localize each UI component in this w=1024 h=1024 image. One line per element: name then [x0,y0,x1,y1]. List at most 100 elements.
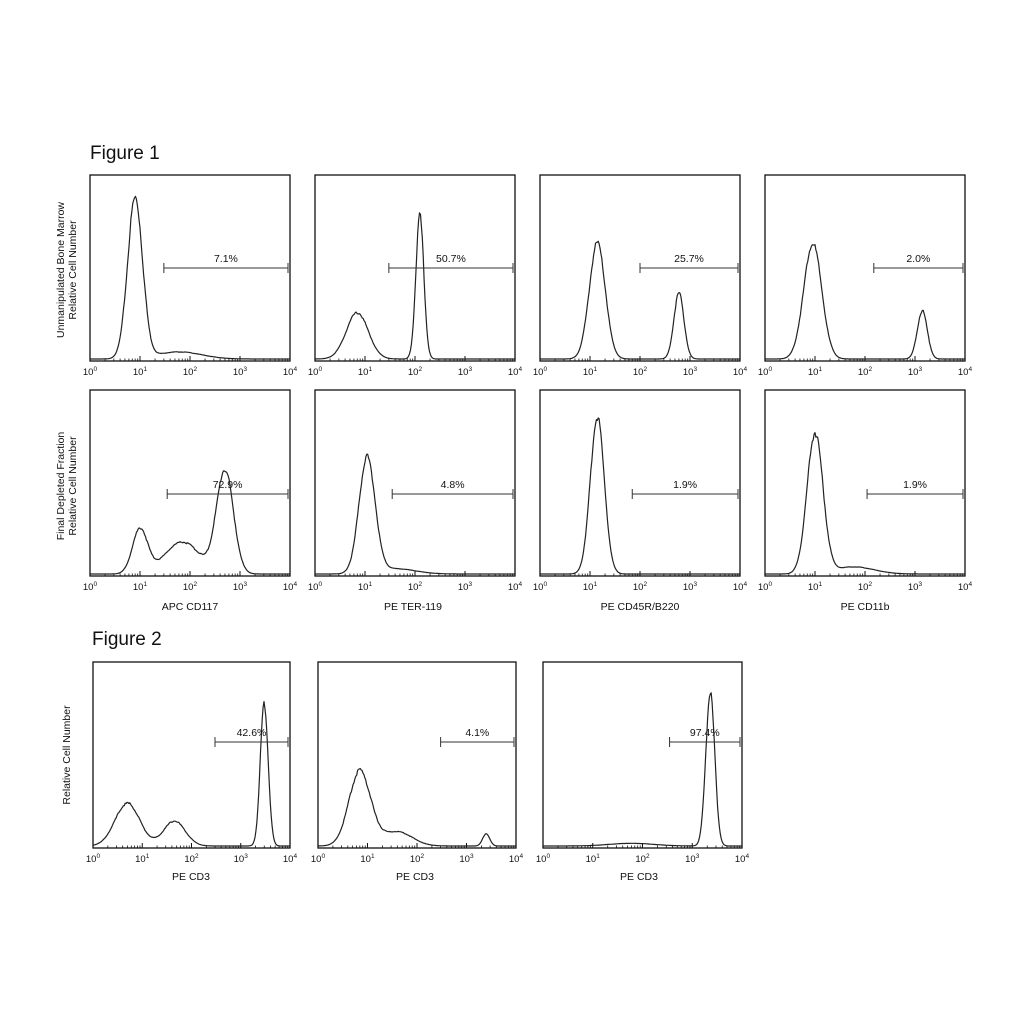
xlabel-pe-cd45r: PE CD45R/B220 [601,601,680,613]
x-tick-label: 100 [758,581,773,593]
histogram-panel-10: 4.1% 100 101 102 103 104 [311,661,523,865]
x-tick-label: 101 [358,581,373,593]
x-tick-label: 101 [583,366,598,378]
fig2-xlabel-3: PE CD3 [620,871,658,883]
panel-frame [89,389,291,577]
histogram-panel-11: 97.4% 100 101 102 103 104 [536,661,750,865]
row1-ylabel-line1: Unmanipulated Bone Marrow [55,202,67,338]
x-tick-label: 104 [733,581,748,593]
x-tick-label: 101 [135,853,150,865]
x-tick-label: 101 [358,366,373,378]
panel-frame [542,661,743,849]
histogram-panel-4: 2.0% 100 101 102 103 104 [758,174,973,378]
x-tick-label: 102 [408,366,423,378]
x-tick-label: 101 [360,853,375,865]
x-tick-label: 102 [633,366,648,378]
x-tick-label: 102 [184,853,199,865]
panel-frame [539,389,741,577]
histogram-curve [90,195,290,360]
xlabel-apc-cd117: APC CD117 [162,601,219,613]
x-tick-label: 101 [808,366,823,378]
x-tick-label: 103 [458,366,473,378]
x-tick-label: 100 [311,853,326,865]
histogram-curve [315,453,515,575]
histogram-panel-6: 4.8% 100 101 102 103 104 [308,389,523,593]
row1-ylabel-line2: Relative Cell Number [67,220,79,320]
histogram-panel-9: 42.6% 100 101 102 103 104 [86,661,298,865]
x-tick-label: 102 [858,581,873,593]
x-tick-label: 102 [183,581,198,593]
x-tick-label: 102 [858,366,873,378]
x-tick-label: 103 [458,581,473,593]
x-tick-label: 104 [735,853,750,865]
xlabel-pe-ter119: PE TER-119 [384,601,442,613]
histogram-curve [317,767,516,847]
x-tick-label: 101 [133,366,148,378]
xlabel-pe-cd11b: PE CD11b [841,601,890,613]
gate-percent-label: 1.9% [903,479,927,491]
x-tick-label: 103 [459,853,474,865]
panel-frame [764,389,966,577]
x-tick-label: 103 [234,853,249,865]
histogram-curve [765,432,965,575]
row2-ylabel-line1: Final Depleted Fraction [55,432,67,541]
x-tick-label: 102 [410,853,425,865]
histogram-panel-7: 1.9% 100 101 102 103 104 [533,389,748,593]
gate-percent-label: 4.8% [441,479,465,491]
x-tick-label: 100 [83,366,98,378]
x-tick-label: 103 [683,581,698,593]
histogram-panel-2: 50.7% 100 101 102 103 104 [308,174,523,378]
gate-percent-label: 25.7% [674,253,704,265]
panel-frame [314,389,516,577]
x-tick-label: 103 [233,366,248,378]
x-tick-label: 100 [533,366,548,378]
fig2-xlabel-2: PE CD3 [396,871,434,883]
x-tick-label: 102 [183,366,198,378]
x-tick-label: 101 [586,853,601,865]
x-tick-label: 100 [83,581,98,593]
gate-percent-label: 2.0% [906,253,930,265]
histogram-curve [315,212,515,360]
histogram-panel-3: 25.7% 100 101 102 103 104 [533,174,748,378]
x-tick-label: 100 [308,581,323,593]
x-tick-label: 104 [283,853,298,865]
x-tick-label: 104 [508,581,523,593]
row2-ylabel-line2: Relative Cell Number [67,436,79,536]
x-tick-label: 103 [908,366,923,378]
x-tick-label: 104 [283,581,298,593]
x-tick-label: 100 [533,581,548,593]
x-tick-label: 100 [86,853,101,865]
histogram-panel-1: 7.1% 100 101 102 103 104 [83,174,298,378]
panel-frame [317,661,517,849]
x-tick-label: 104 [283,366,298,378]
gate-percent-label: 1.9% [673,479,697,491]
x-tick-label: 101 [133,581,148,593]
x-tick-label: 100 [308,366,323,378]
x-tick-label: 103 [685,853,700,865]
histogram-curve [90,470,290,575]
x-tick-label: 104 [508,366,523,378]
x-tick-label: 102 [408,581,423,593]
histogram-panel-8: 1.9% 100 101 102 103 104 [758,389,972,593]
x-tick-label: 102 [633,581,648,593]
x-tick-label: 103 [233,581,248,593]
x-tick-label: 104 [733,366,748,378]
gate-percent-label: 72.9% [213,479,243,491]
figure-2-title: Figure 2 [92,629,162,650]
gate-percent-label: 97.4% [690,727,720,739]
x-tick-label: 100 [536,853,551,865]
x-tick-label: 100 [758,366,773,378]
histogram-curve [92,700,290,847]
x-tick-label: 102 [635,853,650,865]
fig2-xlabel-1: PE CD3 [172,871,210,883]
x-tick-label: 101 [808,581,823,593]
histogram-panel-5: 72.9% 100 101 102 103 104 [83,389,298,593]
figure-1-title: Figure 1 [90,143,160,164]
x-tick-label: 104 [958,366,973,378]
x-tick-label: 103 [908,581,923,593]
x-tick-label: 103 [683,366,698,378]
gate-percent-label: 50.7% [436,253,466,265]
gate-percent-label: 42.6% [237,727,267,739]
x-tick-label: 101 [583,581,598,593]
